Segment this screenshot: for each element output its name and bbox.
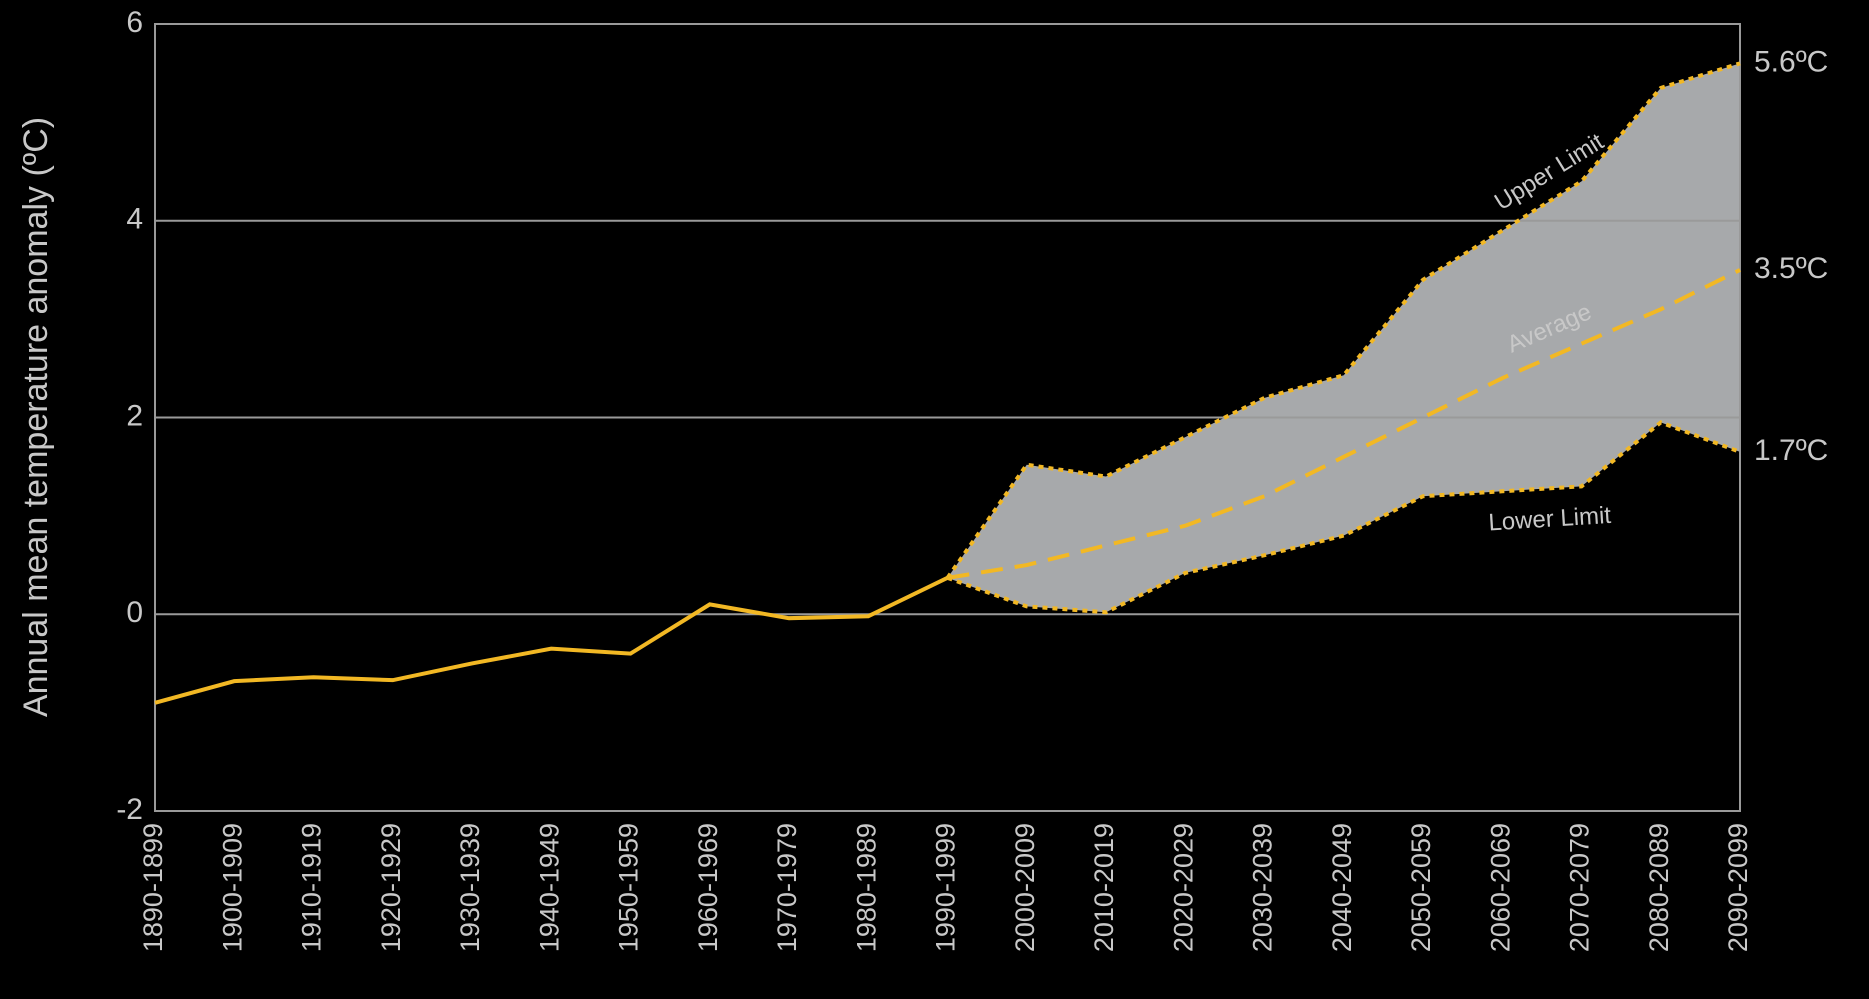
x-tick-label: 2090-2099 — [1723, 823, 1753, 952]
x-tick-label: 2050-2059 — [1406, 823, 1436, 952]
x-tick-label: 1990-1999 — [931, 823, 961, 952]
x-tick-label: 1950-1959 — [614, 823, 644, 952]
end-label: 3.5ºC — [1754, 252, 1828, 285]
x-tick-label: 1910-1919 — [297, 823, 327, 952]
x-tick-label: 1980-1989 — [851, 823, 881, 952]
x-tick-label: 1960-1969 — [693, 823, 723, 952]
x-tick-label: 1970-1979 — [772, 823, 802, 952]
x-tick-label: 2060-2069 — [1485, 823, 1515, 952]
end-label: 1.7ºC — [1754, 434, 1828, 467]
x-tick-label: 2070-2079 — [1565, 823, 1595, 952]
series-line — [947, 268, 1741, 580]
x-tick-label: 2010-2019 — [1089, 823, 1119, 952]
x-tick-label: 2000-2009 — [1010, 823, 1040, 952]
x-tick-label: 2080-2089 — [1644, 823, 1674, 952]
x-tick-label: 1900-1909 — [217, 823, 247, 952]
y-tick-label: 6 — [126, 6, 143, 39]
y-tick-label: 2 — [126, 399, 143, 432]
series-line — [154, 576, 949, 705]
y-tick-label: 4 — [126, 203, 143, 236]
x-tick-label: 2020-2029 — [1168, 823, 1198, 952]
x-tick-label: 2030-2039 — [1248, 823, 1278, 952]
end-label: 5.6ºC — [1754, 45, 1828, 78]
x-tick-label: 1920-1929 — [376, 823, 406, 952]
x-tick-label: 2040-2049 — [1327, 823, 1357, 952]
x-tick-label: 1890-1899 — [138, 823, 168, 952]
x-tick-label: 1940-1949 — [534, 823, 564, 952]
y-axis-label: Annual mean temperature anomaly (ºC) — [17, 117, 55, 717]
y-tick-label: -2 — [116, 793, 143, 826]
y-tick-label: 0 — [126, 596, 143, 629]
series-line — [945, 61, 1741, 579]
plot-frame — [154, 23, 1741, 812]
range-band — [947, 63, 1740, 613]
x-tick-label: 1930-1939 — [455, 823, 485, 952]
